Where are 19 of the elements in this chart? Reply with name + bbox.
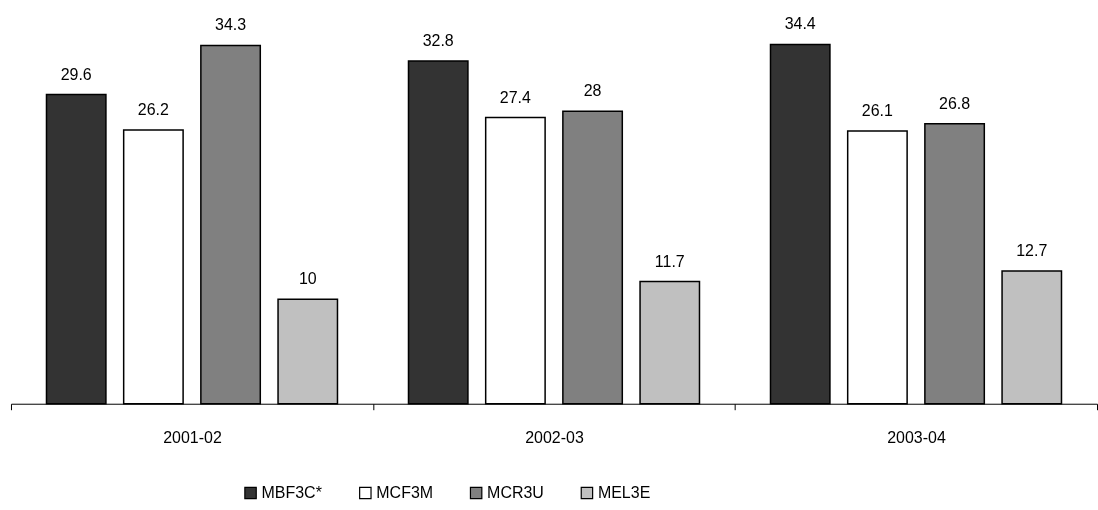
legend-label: MCR3U xyxy=(487,484,544,501)
data-label: 26.8 xyxy=(939,94,971,112)
legend-label: MEL3E xyxy=(597,484,651,501)
data-label: 28 xyxy=(583,82,602,100)
data-label: 29.6 xyxy=(60,65,92,83)
data-label: 10 xyxy=(298,270,317,288)
legend-label: MCF3M xyxy=(376,484,434,501)
data-label: 12.7 xyxy=(1016,242,1048,260)
data-label: 34.3 xyxy=(215,16,247,34)
legend-label: MBF3C* xyxy=(261,484,322,501)
data-label: 26.1 xyxy=(861,102,894,120)
data-label: 27.4 xyxy=(499,88,532,106)
x-tick-label: 2001-02 xyxy=(163,429,222,447)
x-tick-label: 2003-04 xyxy=(887,429,946,447)
data-label: 32.8 xyxy=(422,32,454,50)
x-tick-label: 2002-03 xyxy=(525,429,584,447)
data-label: 34.4 xyxy=(784,15,816,33)
data-label: 26.2 xyxy=(137,101,170,119)
data-label: 11.7 xyxy=(654,252,685,270)
